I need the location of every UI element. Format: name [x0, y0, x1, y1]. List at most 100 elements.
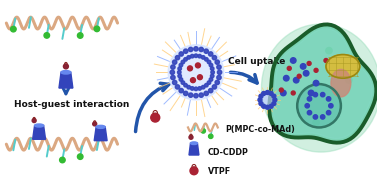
Circle shape: [280, 90, 286, 96]
Text: Host-guest interaction: Host-guest interaction: [14, 100, 130, 109]
Circle shape: [194, 87, 198, 91]
Circle shape: [191, 87, 194, 90]
Circle shape: [170, 70, 175, 74]
Circle shape: [204, 49, 208, 53]
Text: Cell uptake: Cell uptake: [228, 57, 285, 66]
Circle shape: [217, 70, 222, 74]
Circle shape: [304, 70, 309, 76]
Circle shape: [259, 102, 263, 106]
Circle shape: [93, 122, 97, 126]
Circle shape: [215, 60, 219, 64]
Circle shape: [307, 111, 312, 115]
Circle shape: [324, 59, 328, 62]
Circle shape: [201, 129, 206, 133]
Ellipse shape: [96, 125, 105, 128]
Circle shape: [313, 119, 319, 126]
Circle shape: [204, 91, 208, 96]
Circle shape: [195, 63, 200, 68]
Circle shape: [269, 104, 273, 108]
Circle shape: [190, 167, 198, 175]
Circle shape: [201, 85, 205, 89]
Circle shape: [171, 75, 175, 80]
Circle shape: [189, 135, 193, 139]
Circle shape: [307, 97, 312, 101]
Circle shape: [172, 80, 177, 85]
Circle shape: [178, 70, 181, 74]
Circle shape: [64, 64, 68, 69]
Circle shape: [187, 56, 191, 59]
Polygon shape: [269, 25, 376, 143]
Circle shape: [198, 54, 201, 58]
Circle shape: [209, 134, 213, 139]
Circle shape: [262, 92, 266, 96]
Text: CD-CDDP: CD-CDDP: [208, 147, 249, 157]
Circle shape: [194, 47, 198, 51]
Text: VTPF: VTPF: [208, 167, 231, 176]
Circle shape: [273, 98, 277, 102]
Circle shape: [265, 105, 270, 109]
Circle shape: [297, 84, 341, 127]
Circle shape: [211, 74, 214, 78]
Circle shape: [199, 47, 203, 52]
Circle shape: [199, 93, 203, 97]
Ellipse shape: [191, 142, 197, 145]
Ellipse shape: [331, 69, 351, 97]
Circle shape: [151, 113, 160, 122]
Circle shape: [321, 115, 325, 119]
Circle shape: [209, 63, 213, 67]
Circle shape: [279, 88, 283, 92]
Circle shape: [204, 58, 208, 61]
Circle shape: [211, 67, 214, 70]
Circle shape: [313, 80, 319, 86]
Ellipse shape: [326, 55, 360, 78]
Circle shape: [211, 70, 214, 74]
Circle shape: [179, 52, 183, 56]
Circle shape: [181, 81, 185, 84]
Circle shape: [168, 45, 224, 100]
Circle shape: [184, 83, 187, 87]
Circle shape: [172, 60, 177, 64]
Circle shape: [198, 87, 201, 90]
Circle shape: [209, 78, 213, 81]
Circle shape: [269, 92, 273, 96]
Circle shape: [215, 80, 219, 85]
Circle shape: [327, 97, 331, 101]
Circle shape: [189, 93, 193, 97]
Circle shape: [60, 157, 65, 163]
Circle shape: [321, 92, 325, 97]
Circle shape: [191, 54, 194, 58]
Circle shape: [284, 75, 289, 81]
Circle shape: [217, 75, 221, 80]
Circle shape: [77, 33, 83, 38]
Circle shape: [44, 33, 50, 38]
Circle shape: [287, 66, 291, 70]
Circle shape: [194, 54, 198, 57]
Circle shape: [189, 47, 193, 52]
Circle shape: [328, 104, 333, 108]
Circle shape: [175, 55, 180, 60]
Circle shape: [77, 154, 83, 159]
Circle shape: [212, 55, 217, 60]
Circle shape: [290, 58, 296, 63]
Circle shape: [179, 78, 183, 81]
Ellipse shape: [61, 71, 71, 74]
Polygon shape: [59, 72, 73, 88]
Circle shape: [313, 92, 318, 97]
Circle shape: [183, 49, 188, 53]
Polygon shape: [189, 143, 199, 155]
Circle shape: [207, 60, 211, 64]
Circle shape: [201, 56, 205, 59]
Circle shape: [94, 26, 100, 32]
Circle shape: [217, 65, 221, 69]
Circle shape: [272, 94, 276, 98]
Circle shape: [184, 58, 187, 61]
Circle shape: [11, 26, 16, 32]
Circle shape: [262, 104, 266, 108]
Circle shape: [345, 77, 352, 83]
Circle shape: [305, 104, 310, 108]
Circle shape: [308, 90, 314, 96]
Circle shape: [194, 94, 198, 98]
Circle shape: [272, 102, 276, 106]
Circle shape: [327, 111, 331, 115]
Circle shape: [191, 78, 195, 83]
